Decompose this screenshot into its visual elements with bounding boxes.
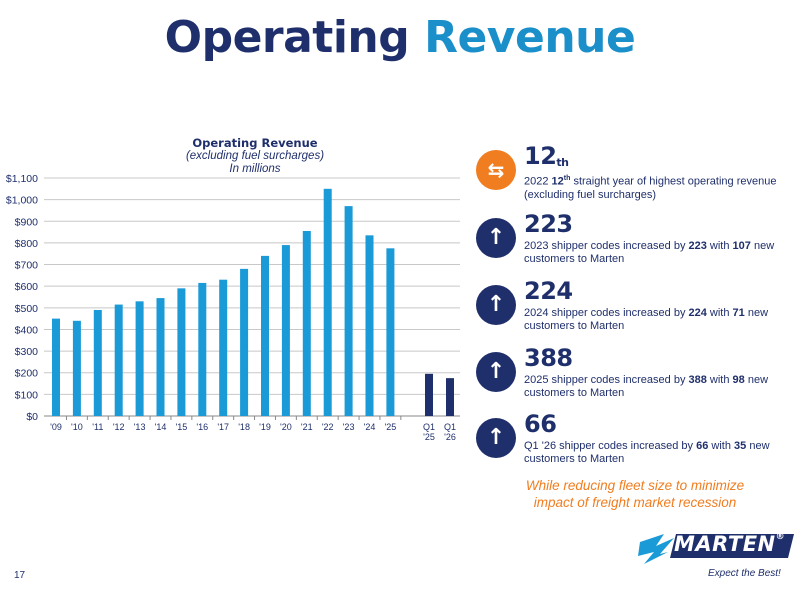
stat-value: 223	[524, 210, 573, 238]
y-tick-label: $0	[26, 411, 38, 423]
fleet-note: While reducing fleet size to minimize im…	[525, 478, 745, 510]
title-word-operating: Operating	[164, 12, 410, 63]
logo-tagline: Expect the Best!	[708, 568, 781, 579]
bar-annual	[198, 282, 207, 416]
y-tick-label: $500	[15, 303, 39, 315]
y-tick-label: $1,000	[6, 195, 38, 207]
x-tick-label: '12	[113, 422, 125, 432]
logo-bar	[670, 534, 794, 558]
up-arrow-icon: ↑	[476, 418, 516, 458]
bar-annual	[93, 309, 102, 416]
bar-quarterly	[446, 378, 454, 416]
x-tick-label: '18	[238, 422, 250, 432]
stat-value: 66	[524, 410, 557, 438]
x-tick-label: Q1	[444, 422, 456, 432]
y-tick-label: $300	[15, 346, 39, 358]
bar-annual	[240, 268, 249, 416]
revenue-bar-chart: $0 $100 $200 $300 $400 $500 $600 $700 $800 $900 $1…	[6, 173, 460, 442]
bar-annual	[52, 318, 60, 416]
y-tick-label: $100	[15, 389, 39, 401]
up-arrow-icon: ↑	[476, 218, 516, 258]
bar-annual	[281, 245, 290, 416]
x-tick-label: '14	[155, 422, 167, 432]
stat-description: 2024 shipper codes increased by 224 with…	[524, 307, 769, 332]
chart-units: In millions	[229, 163, 281, 175]
y-tick-label: $1,100	[6, 173, 38, 185]
bar-quarterly	[425, 373, 433, 416]
x-tick-label: '21	[301, 422, 313, 432]
page-number: 17	[14, 570, 26, 581]
x-tick-label: '25	[423, 432, 435, 442]
truck-swoosh-icon	[638, 534, 674, 564]
x-tick-label: '22	[322, 422, 334, 432]
stat-value: 388	[524, 344, 573, 372]
bar-annual	[177, 288, 186, 416]
bar-annual	[323, 188, 332, 416]
bar-annual	[156, 298, 165, 416]
stat-value: 224	[524, 277, 573, 305]
up-arrow-icon: ↑	[476, 352, 516, 392]
stat-description: 2022 12th straight year of highest opera…	[524, 175, 777, 201]
page-title: Operating Revenue	[0, 12, 800, 63]
chart-heading: Operating Revenue (excluding fuel surcha…	[150, 137, 360, 176]
stat-description: Q1 '26 shipper codes increased by 66 wit…	[524, 440, 770, 465]
y-tick-label: $400	[15, 324, 39, 336]
x-tick-label: '13	[134, 422, 146, 432]
x-tick-label: '19	[259, 422, 271, 432]
y-tick-label: $200	[15, 368, 39, 380]
x-tick-label: '24	[364, 422, 376, 432]
stat-value: 12th	[524, 142, 569, 170]
x-tick-label: '11	[92, 422, 103, 432]
x-tick-label: '25	[385, 422, 397, 432]
logo-wordmark: MARTEN®	[674, 532, 786, 556]
x-tick-label: Q1	[423, 422, 435, 432]
x-tick-label: '17	[217, 422, 229, 432]
chart-title: Operating Revenue	[192, 136, 318, 150]
title-word-revenue: Revenue	[424, 12, 636, 63]
marten-logo: MARTEN® Expect the Best!	[634, 528, 794, 588]
bar-annual	[302, 231, 311, 416]
x-tick-label: '26	[444, 432, 456, 442]
stat-description: 2023 shipper codes increased by 223 with…	[524, 240, 775, 265]
bar-annual	[386, 248, 395, 416]
bar-annual	[365, 235, 374, 416]
y-tick-label: $600	[15, 281, 39, 293]
bar-annual	[261, 255, 269, 416]
chart-subtitle: (excluding fuel surcharges)	[185, 150, 325, 162]
x-tick-label: '15	[176, 422, 188, 432]
x-tick-label: '23	[343, 422, 355, 432]
swap-arrows-icon: ⇆	[476, 150, 516, 190]
y-tick-label: $700	[15, 260, 39, 272]
bar-annual	[219, 279, 228, 416]
stat-description: 2025 shipper codes increased by 388 with…	[524, 374, 769, 399]
y-tick-label: $900	[15, 216, 39, 228]
up-arrow-icon: ↑	[476, 285, 516, 325]
x-tick-label: '16	[196, 422, 208, 432]
x-tick-label: '20	[280, 422, 292, 432]
bar-annual	[135, 301, 144, 416]
bar-annual	[72, 320, 81, 416]
bar-annual	[114, 304, 123, 416]
y-tick-label: $800	[15, 238, 39, 250]
x-tick-label: '10	[71, 422, 83, 432]
bar-annual	[344, 206, 353, 416]
x-tick-label: '09	[50, 422, 62, 432]
